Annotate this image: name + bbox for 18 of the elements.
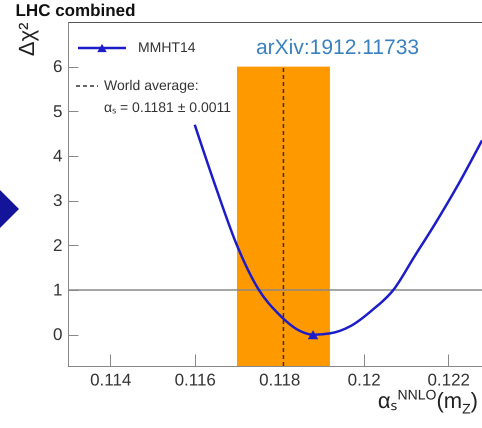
- y-tick-label: 2: [53, 236, 62, 255]
- ref-line-label: World average: αₛ = 0.1181 ± 0.0011: [104, 77, 232, 115]
- y-tick-label: 0: [53, 325, 62, 344]
- y-tick-label: 4: [53, 146, 62, 166]
- x-tick-label: 0.12: [348, 370, 381, 390]
- x-axis-title: αₛ$^{NNLO}$(m$_{Z}$): [378, 386, 478, 416]
- legend-label: MMHT14: [138, 39, 196, 55]
- chart-title: LHC combined: [16, 1, 136, 20]
- y-axis-title: Δχ²: [14, 22, 40, 56]
- x-tick-label: 0.118: [259, 370, 300, 390]
- y-tick-label: 5: [53, 102, 62, 121]
- y-tick-label: 3: [53, 191, 62, 210]
- x-tick-label: 0.122: [427, 370, 470, 390]
- y-tick-label: 1: [53, 280, 62, 300]
- y-tick-label: 6: [53, 57, 62, 76]
- annotation: arXiv:1912.11733: [256, 36, 420, 59]
- x-tick-label: 0.114: [90, 370, 132, 390]
- x-tick-label: 0.116: [174, 370, 216, 390]
